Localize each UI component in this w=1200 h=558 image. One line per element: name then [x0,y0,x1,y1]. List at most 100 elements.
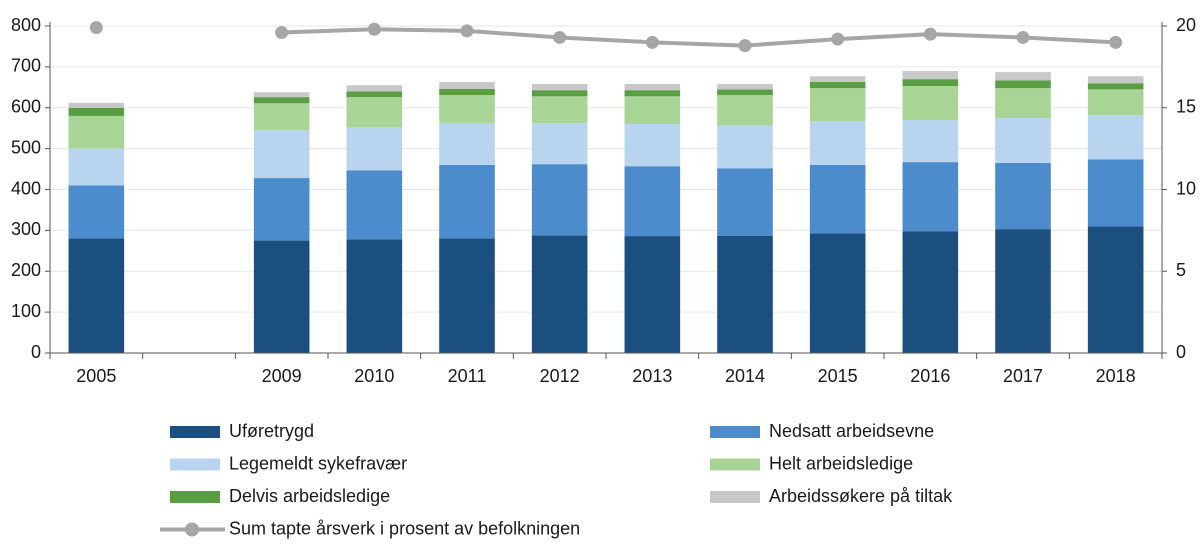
bar-segment [68,185,125,239]
bar-segment [995,229,1051,353]
line [281,27,1116,48]
x-tick-label: 2005 [76,366,116,386]
legend-swatch [710,491,760,503]
bar-segment [995,117,1051,163]
bar-segment [902,70,959,80]
bar-segment [346,91,403,98]
bar-segment [1087,226,1144,353]
y-tick-label: 800 [11,15,41,35]
bar-segment [809,88,866,122]
x-tick-label: 2014 [725,366,765,386]
bar-segment [531,235,588,353]
bar-segment [1087,83,1144,90]
bar-segment [809,233,866,353]
bar-segment [1087,159,1144,227]
y2-tick-label: 5 [1176,260,1186,280]
bar-segment [809,164,866,234]
bar-segment [995,88,1051,118]
legend-swatch [170,491,220,503]
bar-segment [68,107,125,116]
y-tick-label: 500 [11,137,41,157]
bar-segment [1087,76,1144,84]
bar-segment [253,92,310,98]
bar-segment [439,164,495,239]
bar-segment [717,168,773,236]
y-tick-label: 700 [11,56,41,76]
bar-segment [68,238,125,353]
bar-segment [902,79,959,87]
bar-segment [253,97,310,104]
bar-segment [531,164,588,236]
legend-label: Arbeidssøkere på tiltak [769,486,953,506]
line-point [738,39,752,53]
legend-label: Nedsatt arbeidsevne [769,421,934,441]
x-tick-label: 2015 [818,366,858,386]
bar-segment [68,148,125,186]
y-tick-label: 100 [11,301,41,321]
x-tick-label: 2016 [910,366,950,386]
bar-segment [68,115,125,149]
bar-segment [902,231,959,353]
line-point [1016,30,1030,44]
line-point [367,22,381,36]
legend-marker [185,522,199,537]
bar-segment [68,102,125,108]
y2-tick-label: 15 [1176,97,1196,117]
legend-swatch [170,458,220,471]
bar-segment [809,76,866,82]
y2-tick-label: 0 [1176,342,1186,362]
bar-segment [902,86,959,121]
y2-tick-label: 20 [1176,15,1196,35]
legend-label: Legemeldt sykefravær [229,453,407,473]
bar-segment [439,122,495,165]
bar-segment [624,90,681,97]
bar-segment [624,124,681,167]
bar-segment [531,123,588,165]
bar-segment [717,95,773,126]
line-point [275,26,289,40]
bar-segment [253,103,310,131]
legend-label: Uføretrygd [229,421,314,441]
bar-segment [902,120,959,163]
bar-segment [439,95,495,123]
bar-segment [717,235,773,353]
line-point [89,21,103,35]
y-tick-label: 300 [11,219,41,239]
legend-swatch [170,426,220,438]
bar-segment [995,72,1051,81]
x-tick-label: 2009 [262,366,302,386]
legend-swatch [710,426,760,438]
line-point [460,24,474,38]
y-tick-label: 0 [31,342,41,362]
y2-tick-label: 10 [1176,178,1196,198]
x-tick-label: 2011 [448,366,487,386]
bar-segment [717,125,773,169]
legend-label: Helt arbeidsledige [769,453,913,473]
bar-segment [717,84,773,90]
x-tick-label: 2017 [1003,366,1043,386]
x-tick-label: 2018 [1096,366,1136,386]
bar-segment [624,236,681,353]
legend-label: Delvis arbeidsledige [229,486,390,506]
bar-segment [1087,89,1144,116]
bar-segment [809,81,866,89]
bar-segment [809,121,866,165]
bar-segment [531,84,588,91]
line-point [1109,35,1123,49]
bar-segment [346,97,403,128]
bar-segment [346,239,403,353]
bar-segment [995,162,1051,230]
bar-segment [253,240,310,353]
bar-segment [439,238,495,353]
x-tick-label: 2013 [632,366,672,386]
bar-segment [346,127,403,171]
bar-segment [531,96,588,124]
bar-segment [346,170,403,240]
line-point [923,27,937,41]
bar-segment [346,85,403,92]
x-tick-label: 2010 [354,366,394,386]
bar-segment [253,178,310,241]
bar-segment [253,130,310,179]
y-tick-label: 400 [11,178,41,198]
